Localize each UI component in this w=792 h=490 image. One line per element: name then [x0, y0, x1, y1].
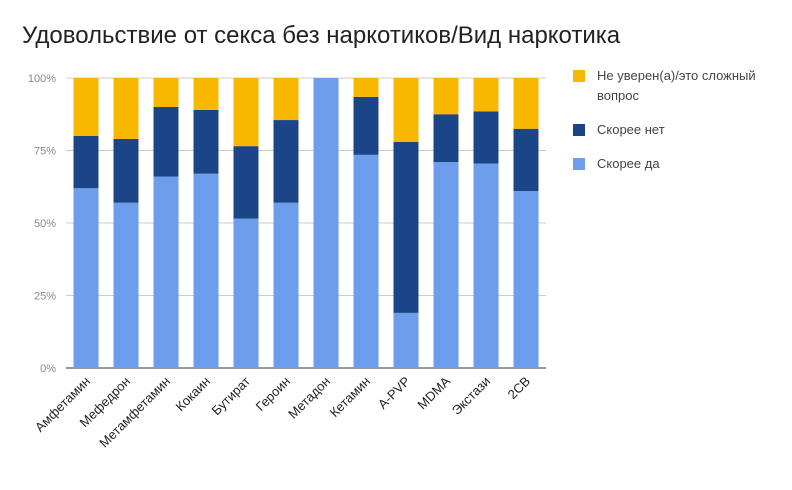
- y-tick-label: 0%: [40, 363, 56, 375]
- bar-segment-2: [433, 114, 459, 163]
- bar-segment-2: [273, 120, 299, 203]
- category-label: Метамфетамин: [96, 374, 173, 451]
- bar-segment-3: [513, 78, 539, 129]
- bar-segment-1: [393, 312, 419, 368]
- bars: [73, 78, 539, 368]
- legend-item: Не уверен(а)/это сложный вопрос: [573, 66, 773, 106]
- category-label: Кетамин: [327, 374, 374, 421]
- bar-segment-3: [153, 78, 179, 107]
- bar-segment-3: [393, 78, 419, 142]
- category-label: Бутират: [209, 373, 254, 418]
- category-label: A-PVP: [375, 374, 413, 412]
- category-label: 2CB: [505, 374, 533, 402]
- bar-segment-2: [393, 141, 419, 313]
- bar-segment-1: [473, 163, 499, 368]
- y-tick-label: 25%: [34, 291, 56, 303]
- bar-segment-3: [113, 78, 139, 139]
- bar-segment-2: [113, 138, 139, 203]
- bar-segment-1: [313, 78, 339, 368]
- category-label: MDMA: [414, 373, 453, 412]
- bar-segment-1: [273, 202, 299, 368]
- bar-segment-2: [513, 128, 539, 192]
- bar-segment-2: [233, 146, 259, 219]
- gridlines: 0% 25% 50% 75% 100%: [28, 73, 546, 375]
- bar-segment-3: [433, 78, 459, 115]
- bar-segment-3: [233, 78, 259, 147]
- bar-segment-1: [193, 173, 219, 368]
- bar-segment-3: [353, 78, 379, 97]
- bar-segment-2: [193, 109, 219, 174]
- legend-swatch: [573, 70, 585, 82]
- bar-segment-3: [73, 78, 99, 136]
- bar-segment-2: [353, 96, 379, 155]
- category-label: Кокаин: [172, 374, 213, 415]
- bar-segment-1: [113, 202, 139, 368]
- legend-swatch: [573, 158, 585, 170]
- bar-segment-3: [193, 78, 219, 110]
- bar-segment-2: [73, 136, 99, 189]
- legend-item: Скорее да: [573, 154, 773, 174]
- chart-title: Удовольствие от секса без наркотиков/Вид…: [22, 22, 621, 49]
- legend-item: Скорее нет: [573, 120, 773, 140]
- bar-segment-1: [353, 154, 379, 368]
- bar-segment-2: [153, 107, 179, 177]
- category-label: Метадон: [285, 374, 333, 422]
- bar-segment-3: [273, 78, 299, 121]
- y-tick-label: 50%: [34, 218, 56, 230]
- legend: Не уверен(а)/это сложный вопрос Скорее не…: [573, 66, 773, 188]
- bar-segment-1: [153, 176, 179, 368]
- bar-segment-1: [513, 191, 539, 368]
- legend-label: Скорее нет: [597, 122, 665, 137]
- y-tick-label: 75%: [34, 146, 56, 158]
- bar-segment-1: [433, 162, 459, 368]
- bar-segment-1: [233, 218, 259, 368]
- bar-segment-2: [473, 111, 499, 164]
- legend-swatch: [573, 124, 585, 136]
- bar-segment-1: [73, 188, 99, 368]
- y-tick-label: 100%: [28, 73, 56, 85]
- legend-label: Скорее да: [597, 156, 660, 171]
- bar-segment-3: [473, 78, 499, 112]
- legend-label: Не уверен(а)/это сложный вопрос: [597, 68, 756, 103]
- category-label: Экстази: [449, 374, 493, 418]
